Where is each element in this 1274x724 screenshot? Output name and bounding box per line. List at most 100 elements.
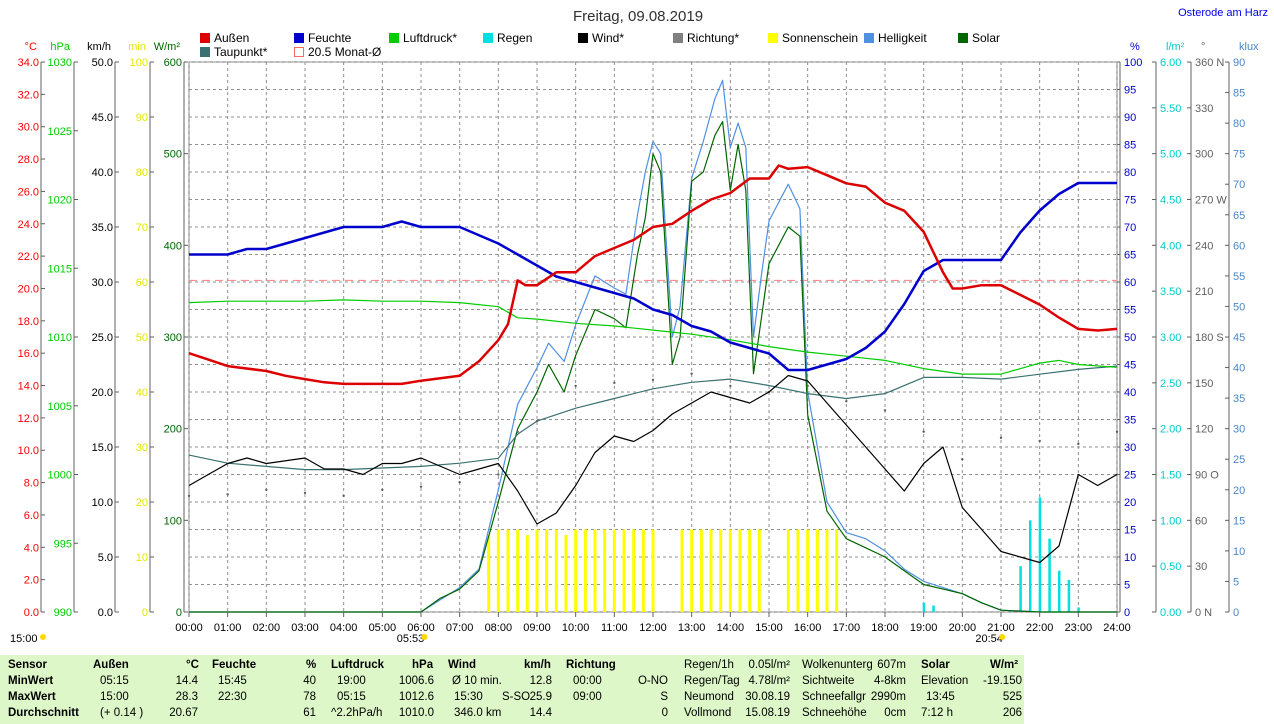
right-tick-label: 6.00 [1160, 57, 1181, 69]
series-point-richtung [961, 458, 964, 461]
right-tick-label: 2.00 [1160, 424, 1181, 436]
regen-value-3: 30.08.19 [745, 691, 790, 703]
sunset-icon [999, 634, 1006, 640]
regen-label-3: Neumond [684, 691, 734, 703]
regen-label-1: Regen/1h [684, 659, 734, 671]
legend-swatch [294, 47, 304, 57]
right-tick-label: 90 [1233, 57, 1245, 69]
left-tick-label: 50.0 [92, 57, 113, 69]
left-tick-label: 0.0 [98, 607, 113, 619]
right-tick-label: 10 [1124, 552, 1136, 564]
right-tick-label: 75 [1233, 149, 1245, 161]
richtung-r1: O-NO [637, 675, 668, 687]
x-tick-label: 24:00 [1103, 622, 1131, 634]
left-tick-label: 1000 [48, 470, 72, 482]
right-tick-label: 70 [1124, 222, 1136, 234]
sunrise-label: 05:53 [397, 633, 425, 645]
legend-label: Solar [972, 31, 1000, 45]
row-label-max: MaxWert [8, 691, 56, 703]
left-tick-label: 35.0 [92, 222, 113, 234]
station-link[interactable]: Osterode am Harz [1178, 7, 1268, 19]
right-tick-label: 40 [1233, 363, 1245, 375]
sunshine-bar [525, 535, 529, 612]
wind-unit: km/h [524, 659, 551, 671]
legend-swatch [864, 33, 874, 43]
left-tick-label: 40 [136, 387, 148, 399]
left-tick-label: 10.0 [92, 497, 113, 509]
right-tick-label: 0 [1124, 607, 1130, 619]
left-tick-label: 30.0 [18, 122, 39, 134]
left-tick-label: 8.0 [24, 478, 39, 490]
axis-start-time-label: 15:00 [10, 633, 38, 645]
series-point-richtung [690, 372, 693, 375]
right-tick-label: 360 N [1195, 57, 1224, 69]
legend-label: Wind* [592, 31, 624, 45]
x-tick-label: 14:00 [717, 622, 745, 634]
right-tick-label: 0.50 [1160, 561, 1181, 573]
series-lines [187, 79, 1119, 613]
sunshine-bar [806, 529, 810, 612]
left-tick-label: 30 [136, 442, 148, 454]
left-tick-label: 5.0 [98, 552, 113, 564]
row-label-min: MinWert [8, 675, 54, 687]
right-tick-label: 150 [1195, 378, 1213, 390]
left-tick-label: 2.0 [24, 575, 39, 587]
left-tick-label: 100 [130, 57, 148, 69]
luftdruck-avg: 1010.0 [398, 707, 434, 719]
right-tick-label: 15 [1233, 515, 1245, 527]
row-label-sensor: Sensor [8, 659, 47, 671]
sunshine-bar [516, 529, 520, 612]
legend-item-aussen: Außen [200, 31, 249, 45]
left-tick-label: 400 [164, 240, 182, 252]
left-tick-label: 20.0 [18, 283, 39, 295]
right-tick-label: 2.50 [1160, 378, 1181, 390]
sunshine-bar [738, 529, 742, 612]
right-tick-label: 5.50 [1160, 103, 1181, 115]
aussen-avg: 20.67 [169, 707, 198, 719]
right-tick-label: 75 [1124, 195, 1136, 207]
rain-bar [1067, 579, 1071, 612]
aussen-max-time: 15:00 [100, 691, 129, 703]
series-point-richtung [845, 399, 848, 403]
aussen-unit: °C [186, 659, 199, 671]
left-tick-label: 14.0 [18, 381, 39, 393]
right-tick-label: 85 [1124, 140, 1136, 152]
series-point-richtung [999, 436, 1003, 440]
wind-max-dir: S-SO [502, 691, 531, 703]
right-tick-label: 45 [1233, 332, 1245, 344]
rain-bar [1019, 566, 1022, 612]
left-axes: °C 0.0 2.0 4.0 6.0 8.0 10.0 12.0 14.0 16.0 18.0 20.… [18, 41, 188, 619]
left-tick-label: 10 [136, 552, 148, 564]
right-tick-label: 30 [1233, 424, 1245, 436]
left-tick-label: 26.0 [18, 186, 39, 198]
feuchte-min: 40 [303, 675, 316, 687]
right-tick-label: 210 [1195, 286, 1213, 298]
regen-label-2: Regen/Tag [684, 675, 740, 687]
series-point-richtung [497, 473, 500, 476]
wolken-value-3: 2990m [870, 691, 906, 703]
legend-label: Feuchte [308, 31, 352, 45]
left-tick-label: 20 [136, 497, 148, 509]
wind-avg-label: 346.0 km [454, 707, 502, 719]
left-tick-label: 22.0 [18, 251, 39, 263]
luftdruck-max-time: 05:15 [337, 691, 366, 703]
x-tick-label: 18:00 [871, 622, 899, 634]
luftdruck-header: Luftdruck [331, 659, 385, 671]
series-point-richtung [265, 488, 268, 491]
sunshine-bar [593, 529, 597, 612]
series-line-helligkeit [189, 79, 1117, 613]
legend-item-feuchte: Feuchte [294, 31, 352, 45]
left-tick-label: 1010 [48, 332, 72, 344]
right-tick-label: 50 [1233, 301, 1245, 313]
left-tick-label: 1025 [48, 126, 72, 138]
legend-item-helligkeit: Helligkeit [864, 31, 927, 45]
legend-item-solar: Solar [958, 31, 1000, 45]
sunshine-bar [719, 529, 723, 612]
right-tick-label: 90 O [1195, 470, 1219, 482]
sunshine-bar [815, 529, 819, 612]
feuchte-min-time: 15:45 [218, 675, 247, 687]
right-tick-label: 4.50 [1160, 195, 1181, 207]
series-point-richtung [651, 378, 655, 381]
wolken-label-2: Sichtweite [802, 675, 855, 687]
sunshine-bar [835, 529, 839, 612]
